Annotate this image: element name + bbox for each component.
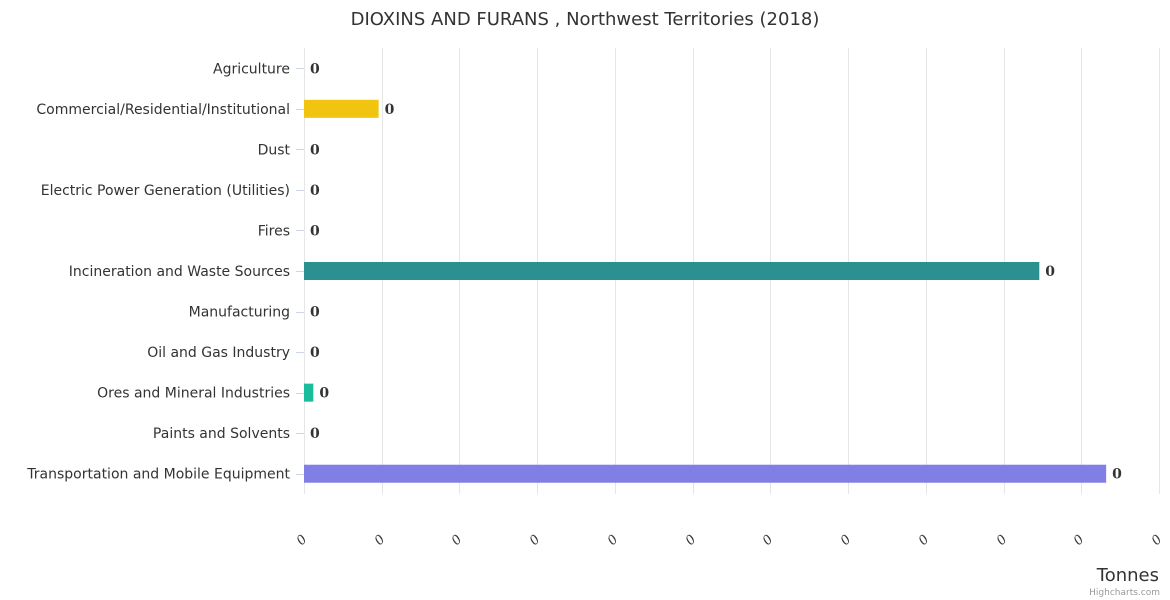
category-label: Manufacturing [189,305,290,321]
x-axis-title: Tonnes [1096,565,1159,586]
bars [304,99,1107,483]
category-labels: Agriculture Commercial/Residential/Instit… [26,61,304,483]
category-label: Dust [258,142,291,158]
data-label: 0 [319,386,329,402]
category-label: Paints and Solvents [153,426,290,442]
data-labels: 0 0 0 0 0 0 0 0 0 0 0 [310,61,1122,482]
category-label: Fires [258,223,290,239]
data-label: 0 [310,345,320,361]
data-label: 0 [310,305,320,321]
chart-title: DIOXINS AND FURANS , Northwest Territori… [351,9,820,30]
bar[interactable] [304,383,314,402]
data-label: 0 [310,61,320,77]
category-label: Agriculture [213,61,290,77]
bar[interactable] [304,464,1107,483]
category-label: Oil and Gas Industry [147,345,290,361]
data-label: 0 [1112,467,1122,483]
data-label: 0 [385,102,395,118]
data-label: 0 [310,426,320,442]
data-label: 0 [1045,264,1055,280]
category-label: Ores and Mineral Industries [97,386,290,402]
bar[interactable] [304,262,1040,280]
data-label: 0 [310,223,320,239]
data-label: 0 [310,183,320,199]
data-label: 0 [310,142,320,158]
category-label: Commercial/Residential/Institutional [36,102,290,118]
category-label: Electric Power Generation (Utilities) [41,183,290,199]
category-label: Incineration and Waste Sources [69,264,290,280]
category-label: Transportation and Mobile Equipment [26,467,290,483]
credits-link[interactable]: Highcharts.com [1089,588,1160,598]
bar[interactable] [304,99,379,118]
